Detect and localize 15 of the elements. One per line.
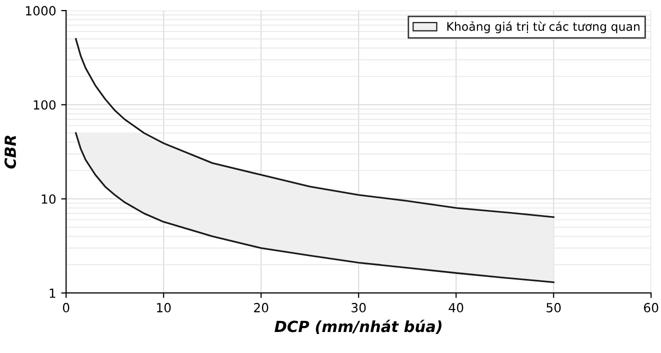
x-tick-label: 30 <box>352 302 366 312</box>
x-tick-label: 0 <box>62 302 70 312</box>
y-tick-label: 1 <box>50 288 56 298</box>
y-tick-label: 100 <box>34 100 56 110</box>
x-tick-label: 40 <box>448 302 464 312</box>
y-tick-label: 1000 <box>26 6 56 16</box>
legend-label: Khoảng giá trị từ các tương quan <box>447 21 640 34</box>
x-tick-label: 20 <box>254 302 268 312</box>
x-tick-label: 60 <box>644 302 658 312</box>
x-tick-label: 10 <box>157 302 171 312</box>
x-tick-label: 50 <box>546 302 561 312</box>
line-series <box>75 38 554 218</box>
y-tick-label: 10 <box>42 194 56 204</box>
x-axis-title: DCP (mm/nhát búa) <box>274 320 442 334</box>
y-axis-title: CBR <box>4 136 16 169</box>
